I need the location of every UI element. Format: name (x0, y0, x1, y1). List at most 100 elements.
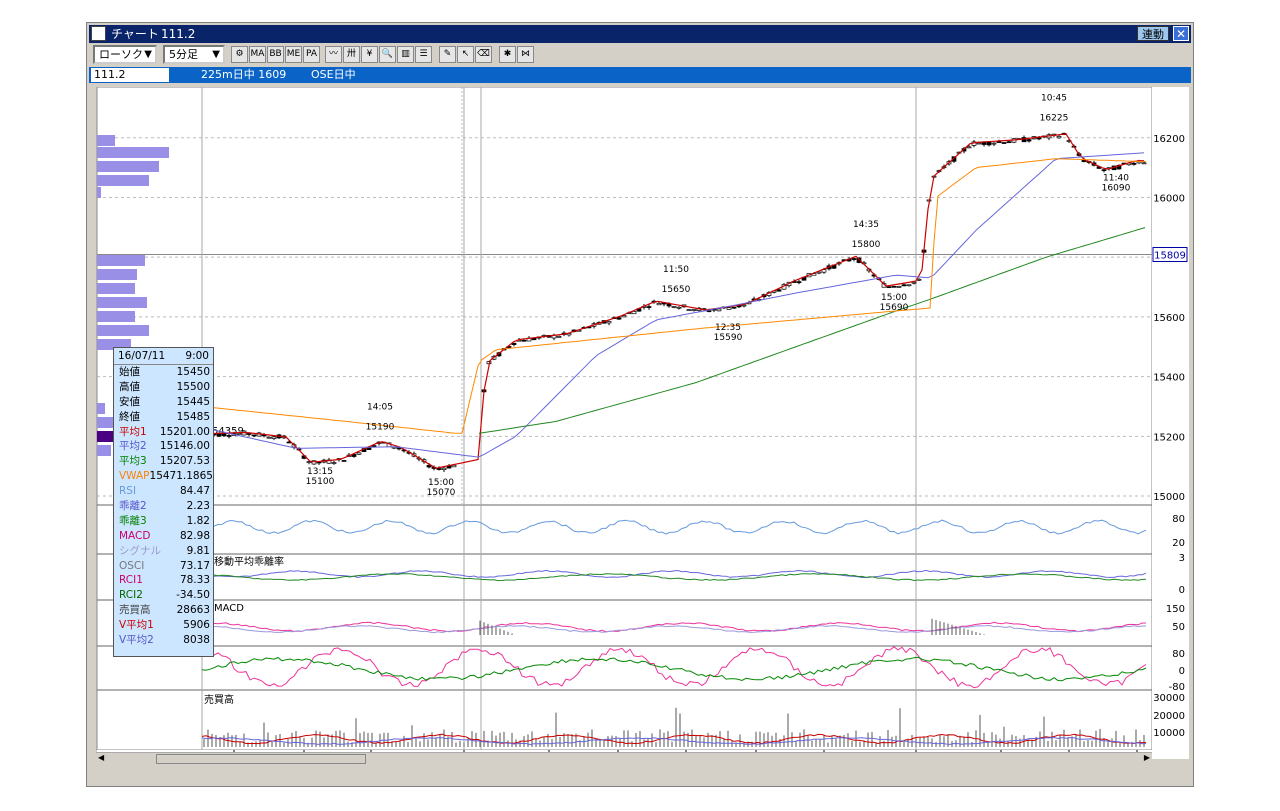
rci2-line (201, 656, 1147, 682)
tooltip-row-value: 8038 (183, 634, 210, 647)
title-bar[interactable]: チャート 111.2 連動 ✕ (89, 25, 1191, 43)
indicator-icon[interactable]: ▥ (397, 46, 414, 63)
panel-tick-label: 3 (1179, 553, 1185, 564)
tooltip-row-label: 始値 (119, 366, 140, 378)
tooltip-row-value: 9.81 (186, 544, 210, 557)
y-tick-label: 15400 (1153, 373, 1185, 384)
deviation-line (201, 573, 1147, 582)
tooltip-row-label: 高値 (119, 380, 140, 393)
interval-value: 5分足 (169, 48, 198, 61)
scroll-right-icon[interactable]: ▶ (1143, 753, 1150, 762)
panel-tick-label: 150 (1166, 604, 1185, 615)
volume-profile-highlight (97, 431, 123, 442)
candle-body (991, 142, 997, 145)
candle-body (1141, 162, 1147, 165)
tooltip-row: シグナル 9.81 (114, 544, 213, 559)
ma-icon[interactable]: MA (249, 46, 266, 63)
candle-body (521, 339, 527, 342)
tooltip-row-value: 15450 (176, 366, 210, 378)
candle-body (441, 467, 447, 470)
volume-avg2-line (201, 736, 1147, 746)
rci1-line (201, 646, 1147, 689)
settings-icon[interactable]: ✱ (499, 46, 516, 63)
tooltip-row: RSI 84.47 (114, 484, 213, 499)
candle-body (1026, 139, 1032, 142)
price-label-time: 12:35 (715, 323, 741, 333)
chart-app-icon (91, 26, 106, 41)
chart-type-select[interactable]: ローソク ▼ (93, 45, 157, 64)
toolbar: ローソク ▼ 5分足 ▼ ⚙ MA BB ME PA 〰卅 ¥ 🔍 ▥ ☰ ✎ ↖ ⌫ ✱ ⋈ (89, 44, 1191, 66)
candle-body (531, 338, 537, 341)
tooltip-row-value: 15146.00 (159, 440, 210, 453)
candle-body (656, 303, 662, 306)
candle-body (646, 306, 652, 308)
tooltip-row-label: 平均3 (119, 455, 147, 468)
chart-settings-icon[interactable]: ⚙ (231, 46, 248, 63)
scrollbar-thumb[interactable] (156, 754, 366, 764)
current-price-box (1152, 246, 1188, 262)
candle-body (966, 146, 972, 149)
tooltip-row-label: RCI2 (119, 589, 143, 602)
candle-body (856, 257, 862, 263)
candle-icon[interactable]: 卅 (343, 46, 360, 63)
vwap-line (201, 158, 1147, 434)
volume-profile-bar (97, 339, 131, 350)
pointer-icon[interactable]: ↖ (457, 46, 474, 63)
price-label-time: 13:15 (307, 467, 333, 477)
tooltip-row-label: 売買高 (119, 604, 151, 617)
scroll-left-icon[interactable]: ◀ (98, 753, 105, 762)
volume-profile-icon[interactable]: ¥ (361, 46, 378, 63)
price-label-value: 15800 (852, 240, 881, 250)
candle-body (706, 310, 712, 313)
rsi-line (201, 519, 1147, 535)
tooltip-row: 始値 15450 (114, 365, 213, 380)
zoom-icon[interactable]: 🔍 (379, 46, 396, 63)
interval-select[interactable]: 5分足 ▼ (163, 45, 225, 64)
pen-icon[interactable]: ✎ (439, 46, 456, 63)
partial-label: 54359 (212, 426, 244, 437)
candle-body (901, 284, 907, 287)
candle-body (916, 278, 922, 281)
avg1-line (201, 133, 1144, 469)
me-icon[interactable]: ME (285, 46, 302, 63)
tooltip-row-value: -34.50 (176, 589, 210, 602)
price-label-value: 15650 (662, 285, 691, 295)
cross-icon[interactable]: ⋈ (517, 46, 534, 63)
tooltip-row-label: シグナル (119, 544, 161, 557)
price-label-time: 11:40 (1103, 174, 1129, 184)
macd-line (201, 621, 1147, 633)
candle-body (716, 308, 722, 312)
bb-icon[interactable]: BB (267, 46, 284, 63)
link-button[interactable]: 連動 (1137, 26, 1169, 41)
tooltip-row: 高値 15500 (114, 380, 213, 395)
tooltip-row: 平均3 15207.53 (114, 454, 213, 469)
candle-body (556, 336, 562, 338)
candle-body (676, 306, 682, 309)
tooltip-row-label: OSCI (119, 559, 145, 572)
tooltip-row: MACD 82.98 (114, 529, 213, 544)
deviation-line (201, 569, 1147, 579)
chart-type-value: ローソク (99, 48, 143, 61)
volume-profile-bar (97, 269, 137, 280)
price-chart[interactable]: 1620016000158001560015400152001500015809… (96, 87, 1190, 759)
tooltip-row-label: 乖離2 (119, 500, 147, 513)
list-icon[interactable]: ☰ (415, 46, 432, 63)
tooltip-row-value: 2.23 (186, 500, 210, 513)
close-icon[interactable]: ✕ (1173, 26, 1189, 41)
panel-tick-label: 80 (1172, 649, 1185, 660)
price-label-time: 11:50 (663, 265, 689, 275)
price-label-value: 15590 (714, 333, 743, 343)
volume-profile-bar (97, 311, 135, 322)
tooltip-row: V平均2 8038 (114, 633, 213, 648)
panel-tick-label: 20 (1172, 538, 1185, 549)
tooltip-row-value: 84.47 (179, 485, 210, 498)
candle-body (511, 342, 517, 345)
symbol-code-field[interactable]: 111.2 (91, 68, 169, 82)
line-chart-icon[interactable]: 〰 (325, 46, 342, 63)
symbol-name: 225m日中 1609 (201, 68, 287, 81)
horizontal-scrollbar[interactable]: ◀ ▶ (96, 752, 1152, 765)
price-label-value: 16225 (1040, 113, 1069, 123)
pa-icon[interactable]: PA (303, 46, 320, 63)
candle-body (236, 432, 242, 435)
eraser-icon[interactable]: ⌫ (475, 46, 492, 63)
